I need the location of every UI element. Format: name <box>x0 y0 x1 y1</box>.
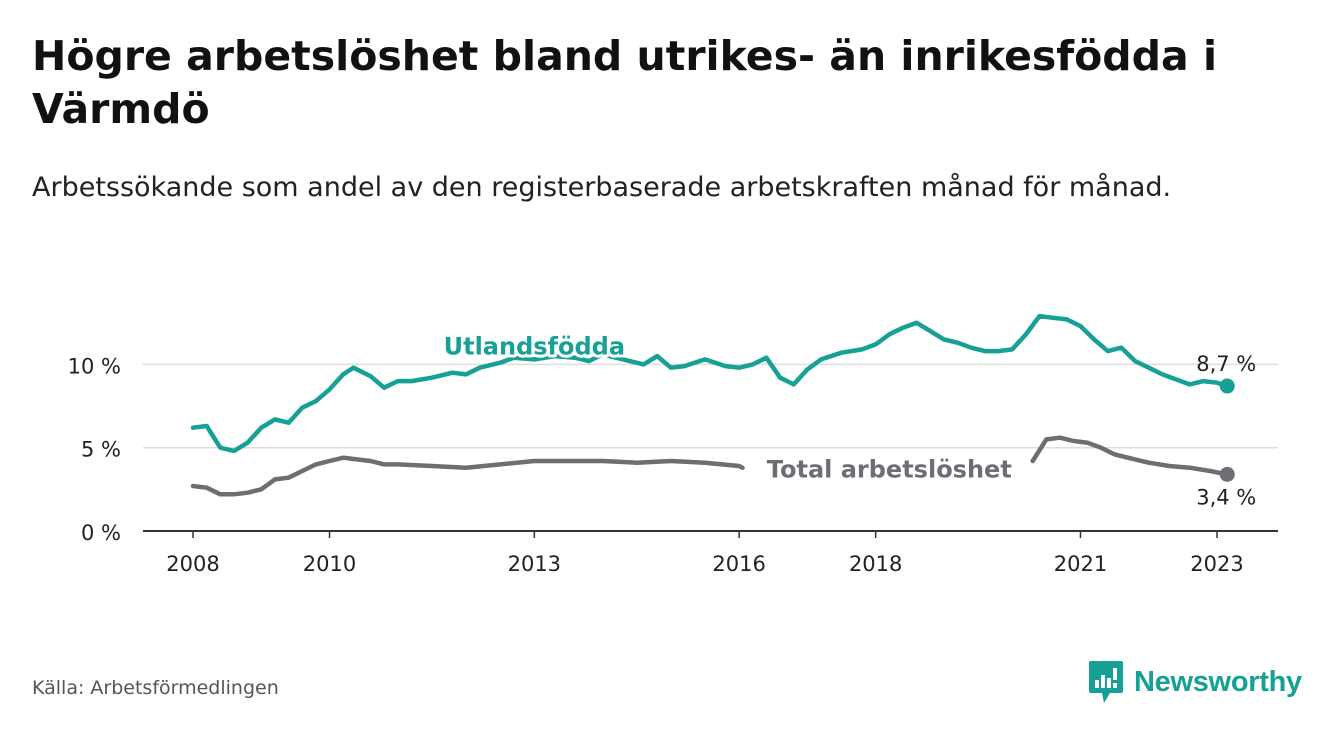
x-tick-label: 2013 <box>508 552 561 576</box>
newsworthy-logo-icon <box>1089 661 1123 703</box>
y-tick-label: 10 % <box>68 354 121 378</box>
y-tick-label: 0 % <box>81 521 121 545</box>
labels: 0 % 5 % 10 % 2008 2010 2013 2016 2018 2021 2023 8,… <box>68 329 1257 576</box>
x-tick-label: 2023 <box>1190 552 1243 576</box>
x-tick-label: 2018 <box>849 552 902 576</box>
line-chart: 0 % 5 % 10 % 2008 2010 2013 2016 2018 2021 2023 8,… <box>68 313 1278 576</box>
end-value-label-total: 3,4 % <box>1196 485 1256 509</box>
x-tick-label: 2016 <box>712 552 765 576</box>
end-point-total <box>1219 466 1235 482</box>
x-axis <box>143 530 1278 538</box>
brand-name: Newsworthy <box>1134 665 1302 698</box>
brand-logo[interactable]: Newsworthy <box>1088 660 1302 704</box>
x-tick-label: 2008 <box>166 552 219 576</box>
grid-lines <box>143 363 1278 449</box>
end-point-utlandsfodda <box>1219 378 1235 394</box>
end-value-label-utlandsfodda: 8,7 % <box>1196 352 1256 376</box>
series-line-utlandsfodda <box>190 313 1230 454</box>
x-tick-label: 2021 <box>1054 552 1107 576</box>
series-label-total: Total arbetslöshet <box>767 456 1012 484</box>
chart-title: Högre arbetslöshet bland utrikes- än inr… <box>32 32 1217 133</box>
y-tick-label: 5 % <box>81 438 121 462</box>
series-label-utlandsfodda: Utlandsfödda <box>444 332 625 360</box>
series-lines <box>190 313 1235 497</box>
chart-subtitle: Arbetssökande som andel av den registerb… <box>32 172 1172 203</box>
series-line-total <box>190 435 1230 497</box>
x-tick-label: 2010 <box>303 552 356 576</box>
source-note: Källa: Arbetsförmedlingen <box>32 677 279 699</box>
